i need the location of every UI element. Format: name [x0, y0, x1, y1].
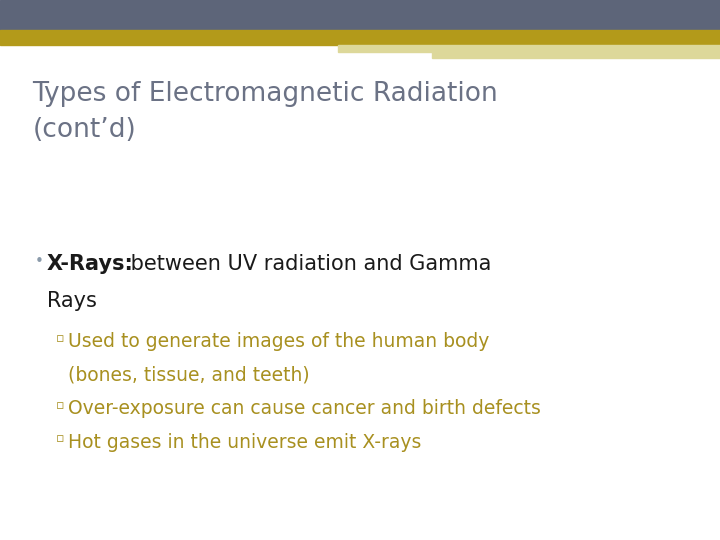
Text: X-Rays:: X-Rays:	[47, 254, 134, 274]
Text: •: •	[35, 254, 43, 269]
Text: ▫: ▫	[56, 399, 65, 412]
Text: between UV radiation and Gamma: between UV radiation and Gamma	[124, 254, 491, 274]
Text: (cont’d): (cont’d)	[32, 117, 136, 143]
Text: Used to generate images of the human body: Used to generate images of the human bod…	[68, 332, 490, 351]
Text: Types of Electromagnetic Radiation: Types of Electromagnetic Radiation	[32, 81, 498, 107]
Text: Rays: Rays	[47, 291, 96, 310]
Text: Hot gases in the universe emit X-rays: Hot gases in the universe emit X-rays	[68, 433, 422, 451]
Text: Over-exposure can cause cancer and birth defects: Over-exposure can cause cancer and birth…	[68, 399, 541, 418]
Text: (bones, tissue, and teeth): (bones, tissue, and teeth)	[68, 366, 310, 384]
Text: ▫: ▫	[56, 433, 65, 446]
Text: ▫: ▫	[56, 332, 65, 345]
